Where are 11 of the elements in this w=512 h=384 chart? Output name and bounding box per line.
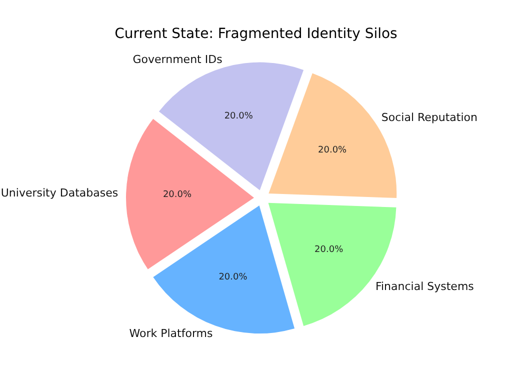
data-label: 20.0%: [314, 245, 344, 256]
slice-label: Financial Systems: [375, 280, 474, 294]
data-label: 20.0%: [318, 146, 348, 156]
data-label: 20.0%: [224, 111, 254, 122]
chart-title: Current State: Fragmented Identity Silos: [114, 26, 398, 42]
slice-label: Social Reputation: [381, 110, 478, 124]
data-label: 20.0%: [162, 190, 192, 200]
slice-label: University Databases: [0, 186, 118, 200]
data-label: 20.0%: [218, 272, 248, 283]
slice-label: Government IDs: [132, 53, 223, 66]
slice-label: Work Platforms: [129, 326, 214, 340]
